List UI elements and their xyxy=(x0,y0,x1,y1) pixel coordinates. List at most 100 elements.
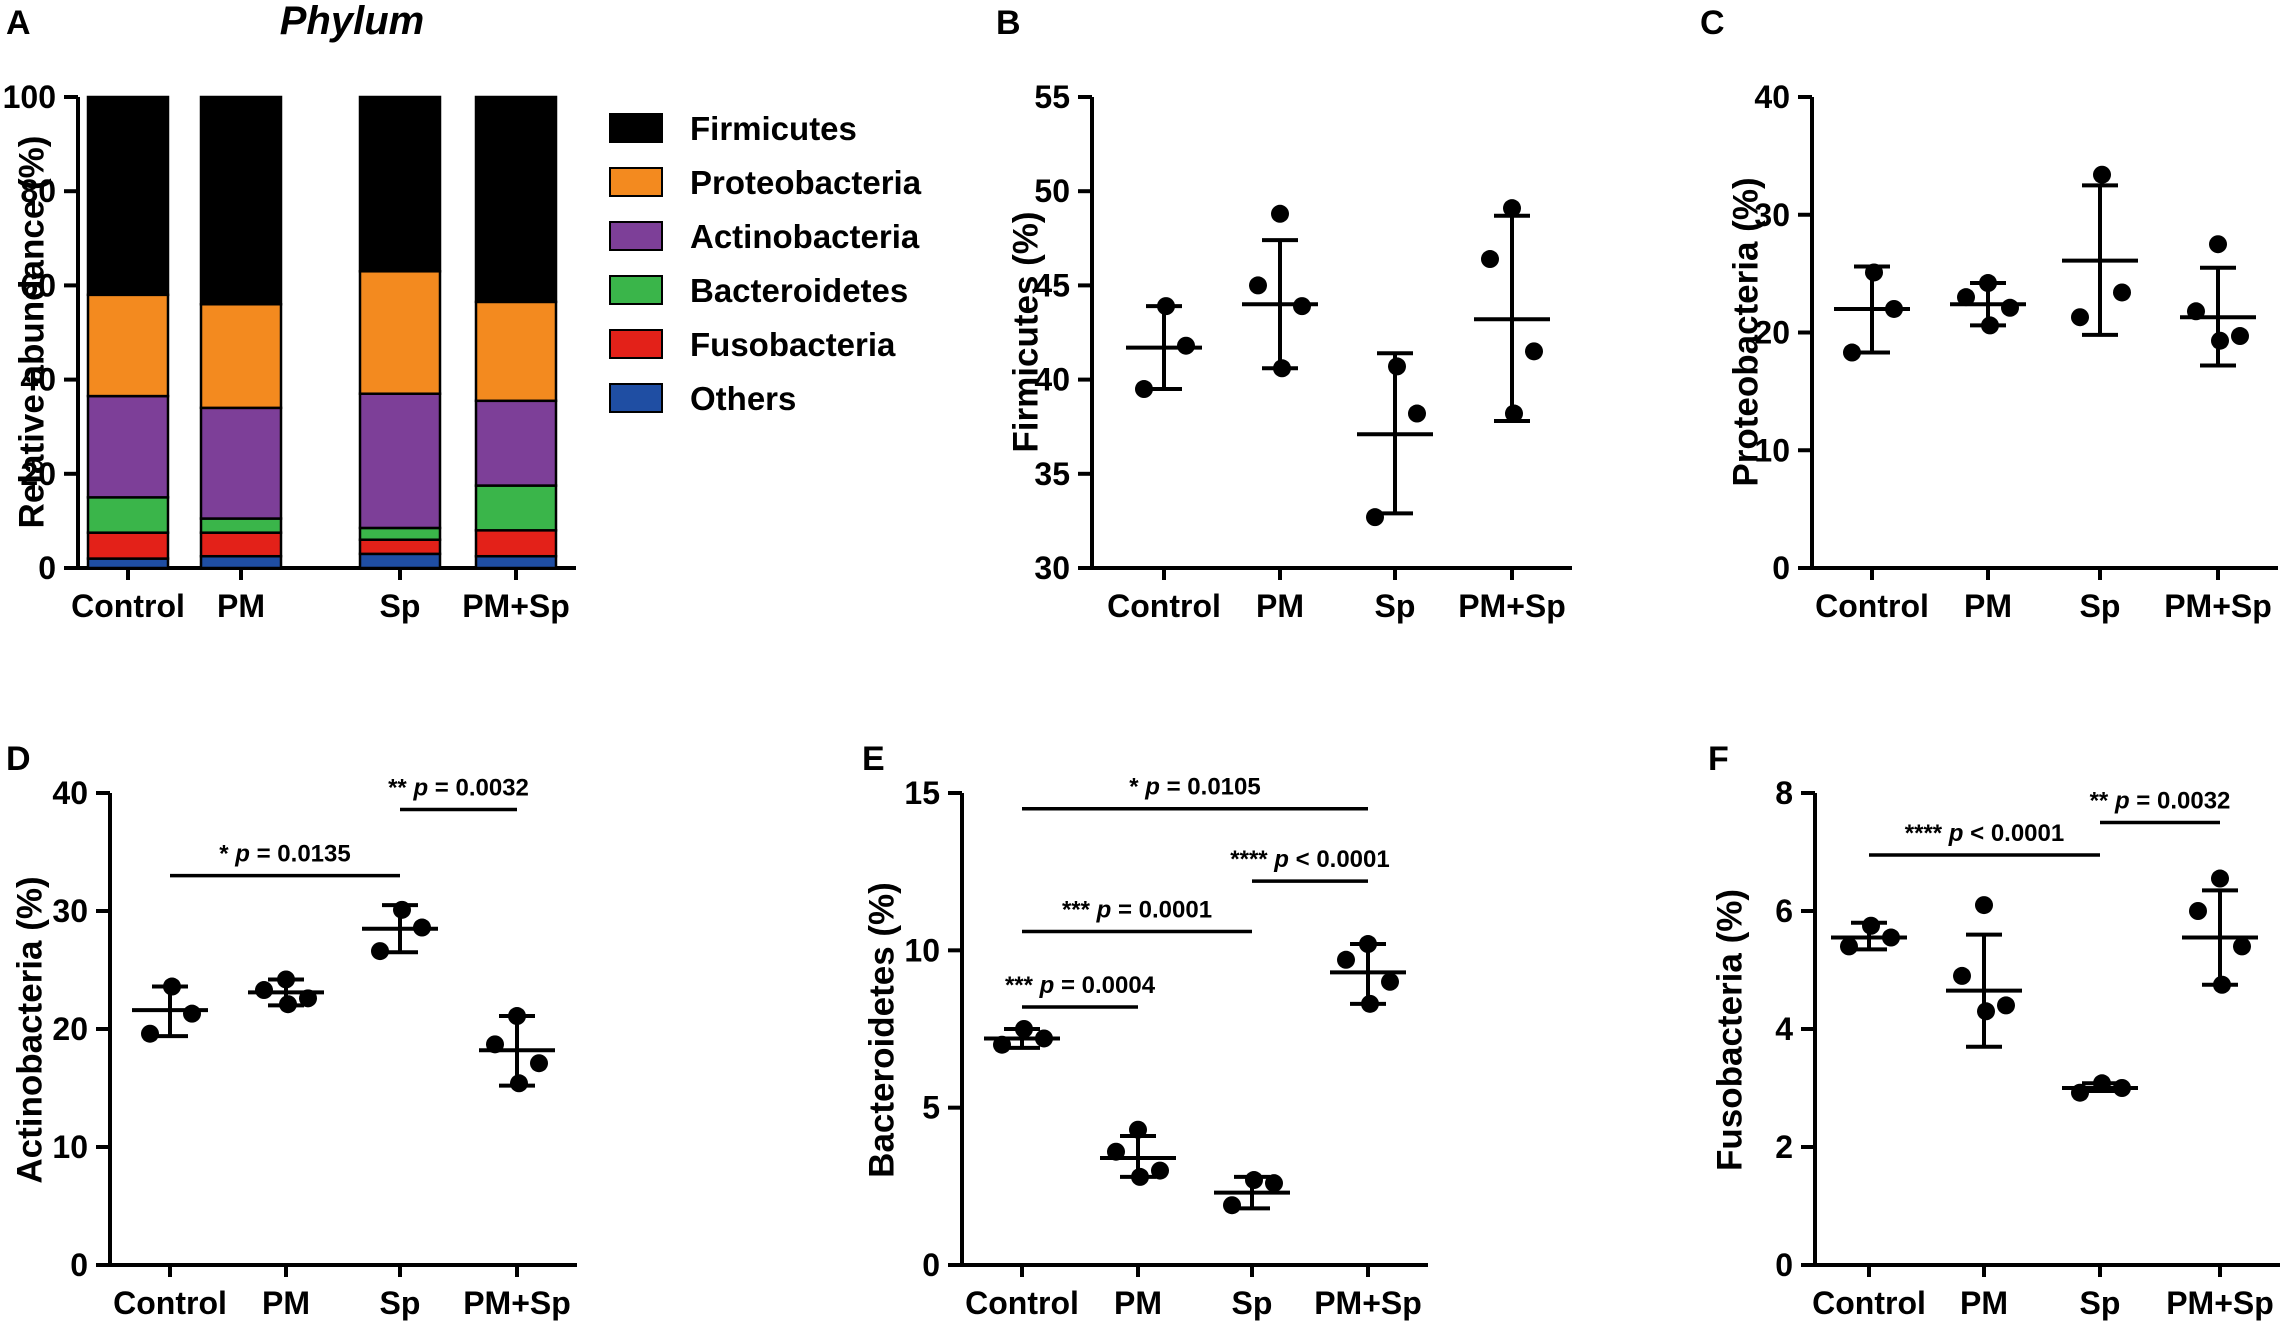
data-point xyxy=(2213,975,2231,994)
x-tick-label: PM+Sp xyxy=(1314,1285,1422,1321)
y-tick-label: 40 xyxy=(1034,362,1070,398)
y-tick-label: 0 xyxy=(38,550,56,586)
y-tick-label: 4 xyxy=(1775,1011,1793,1047)
y-tick-label: 0 xyxy=(922,1247,940,1283)
data-point xyxy=(1503,199,1521,218)
y-tick-label: 0 xyxy=(1775,1247,1793,1283)
data-point xyxy=(2093,165,2111,184)
x-tick-label: Sp xyxy=(2080,1285,2121,1321)
panel-letter: E xyxy=(862,740,885,778)
y-tick-label: 55 xyxy=(1034,79,1070,115)
legend-label: Firmicutes xyxy=(690,110,857,147)
data-point xyxy=(1882,928,1900,947)
y-tick-label: 8 xyxy=(1775,775,1793,811)
y-tick-label: 20 xyxy=(52,1011,88,1047)
data-point xyxy=(2189,902,2207,920)
data-point xyxy=(183,1004,201,1023)
y-axis-title: Actinobacteria (%) xyxy=(10,876,49,1183)
significance-label: **** p < 0.0001 xyxy=(1905,820,2064,847)
bar-segment-fusobacteria xyxy=(358,538,442,556)
y-tick-label: 5 xyxy=(922,1090,940,1126)
bar-segment-fusobacteria xyxy=(199,531,283,558)
data-point xyxy=(1388,357,1406,376)
x-tick-label: PM+Sp xyxy=(2164,588,2272,624)
data-point xyxy=(1408,404,1426,423)
legend-label: Actinobacteria xyxy=(690,218,920,255)
significance-label: * p = 0.0105 xyxy=(1129,774,1260,801)
y-axis-title: Firmicutes (%) xyxy=(1006,211,1045,452)
significance-label: **** p < 0.0001 xyxy=(1230,846,1389,873)
data-point xyxy=(1862,916,1880,935)
x-tick-label: Control xyxy=(965,1285,1079,1321)
y-tick-label: 20 xyxy=(1754,315,1790,351)
y-tick-label: 10 xyxy=(52,1129,88,1165)
panel-a: 0 20 40 60 80 100 Control PM Sp PM+Sp Relative abu… xyxy=(3,0,922,624)
data-point xyxy=(393,900,411,919)
bar-segment-others xyxy=(86,557,170,570)
significance-label: * p = 0.0135 xyxy=(219,841,350,868)
data-point xyxy=(1129,1120,1147,1139)
data-point xyxy=(2113,283,2131,302)
panel-letter: B xyxy=(996,4,1021,42)
y-tick-label: 30 xyxy=(1034,550,1070,586)
legend-swatch xyxy=(609,167,663,197)
data-point xyxy=(1981,316,1999,335)
data-point xyxy=(1245,1171,1263,1190)
data-point xyxy=(2187,302,2205,321)
bar-segment-bacteroidetes xyxy=(474,484,558,532)
y-tick-label: 35 xyxy=(1034,456,1070,492)
bar-segment-actinobacteria xyxy=(358,392,442,530)
panel-letter: C xyxy=(1700,4,1725,42)
bar-segment-firmicutes xyxy=(358,95,442,273)
y-tick-label: 40 xyxy=(20,362,56,398)
data-point xyxy=(1953,966,1971,985)
data-point xyxy=(1865,263,1883,282)
y-tick-label: 6 xyxy=(1775,893,1793,929)
legend-label: Bacteroidetes xyxy=(690,272,908,309)
y-axis-title: Fusobacteria (%) xyxy=(1710,889,1749,1171)
data-point xyxy=(299,989,317,1008)
bar-segment-fusobacteria xyxy=(86,531,170,560)
bar-segment-actinobacteria xyxy=(86,394,170,499)
data-point xyxy=(1381,972,1399,991)
panel-letter: D xyxy=(6,740,31,778)
data-point xyxy=(1366,508,1384,527)
bar-segment-proteobacteria xyxy=(358,270,442,395)
data-point xyxy=(1361,994,1379,1013)
data-point xyxy=(530,1054,548,1073)
data-point xyxy=(255,981,273,1000)
data-point xyxy=(1177,336,1195,355)
x-tick-label: PM xyxy=(1114,1285,1162,1321)
panel-letter: A xyxy=(6,4,31,42)
data-point xyxy=(163,977,181,996)
y-axis-title: Relative abundance (%) xyxy=(12,136,51,529)
bar-segment-actinobacteria xyxy=(199,406,283,520)
data-point xyxy=(1223,1196,1241,1215)
bar-segment-bacteroidetes xyxy=(358,526,442,541)
x-tick-label: Sp xyxy=(380,1285,421,1321)
x-tick-label: PM xyxy=(1964,588,2012,624)
bar-segment-actinobacteria xyxy=(474,399,558,487)
significance-label: ** p = 0.0032 xyxy=(388,775,529,802)
data-point xyxy=(1271,204,1289,223)
y-tick-label: 45 xyxy=(1034,267,1070,303)
data-point xyxy=(2211,331,2229,350)
data-point xyxy=(1337,950,1355,969)
x-tick-label: PM+Sp xyxy=(462,588,570,624)
y-tick-label: 40 xyxy=(1754,79,1790,115)
data-point xyxy=(1015,1020,1033,1038)
data-point xyxy=(1035,1029,1053,1048)
data-point xyxy=(1107,1142,1125,1161)
y-tick-label: 15 xyxy=(904,775,940,811)
data-point xyxy=(2093,1074,2111,1093)
data-point xyxy=(1131,1167,1149,1186)
panel-letter: F xyxy=(1708,740,1729,778)
bar-segment-others xyxy=(358,552,442,570)
x-tick-label: Control xyxy=(1815,588,1929,624)
y-tick-label: 100 xyxy=(3,79,56,115)
y-tick-label: 2 xyxy=(1775,1129,1793,1165)
data-point xyxy=(1977,1002,1995,1021)
y-tick-label: 60 xyxy=(20,267,56,303)
bar-segment-proteobacteria xyxy=(86,293,170,398)
legend-swatch xyxy=(609,221,663,251)
